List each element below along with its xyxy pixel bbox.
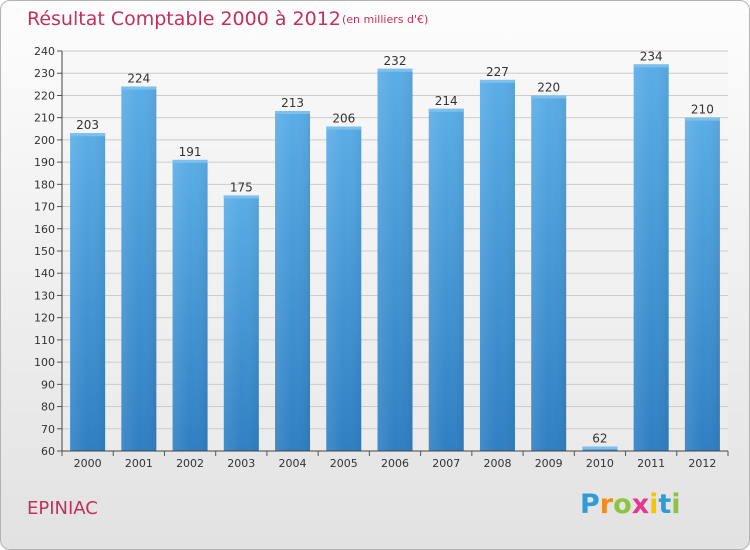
y-tick-label: 210 bbox=[34, 112, 55, 125]
x-tick-label: 2003 bbox=[227, 457, 255, 470]
bar-value-label: 220 bbox=[537, 80, 560, 94]
commune-name: EPINIAC bbox=[27, 498, 98, 519]
bar-cap bbox=[531, 95, 567, 99]
logo-letter: t bbox=[658, 489, 672, 520]
bar-shading bbox=[531, 95, 567, 451]
bar-value-label: 232 bbox=[384, 54, 407, 68]
bar-cap bbox=[428, 108, 464, 112]
x-tick-label: 2000 bbox=[74, 457, 102, 470]
x-tick-label: 2005 bbox=[330, 457, 358, 470]
bar-shading bbox=[479, 79, 515, 451]
bar-value-label: 234 bbox=[640, 49, 663, 63]
bar-value-label: 191 bbox=[179, 145, 202, 159]
y-tick-label: 90 bbox=[41, 378, 55, 391]
bar-cap bbox=[121, 86, 157, 90]
y-tick-label: 60 bbox=[41, 445, 55, 458]
bar-cap bbox=[223, 195, 259, 199]
y-tick-label: 150 bbox=[34, 245, 55, 258]
y-tick-label: 240 bbox=[34, 45, 55, 58]
bar-cap bbox=[275, 111, 311, 114]
y-tick-label: 200 bbox=[34, 134, 55, 147]
bar-shading bbox=[684, 117, 720, 452]
y-tick-label: 140 bbox=[34, 267, 55, 280]
bar-value-label: 203 bbox=[76, 118, 99, 132]
y-tick-label: 220 bbox=[34, 89, 55, 102]
x-tick-label: 2008 bbox=[483, 457, 511, 470]
x-tick-label: 2004 bbox=[279, 457, 307, 470]
y-tick-label: 180 bbox=[34, 178, 55, 191]
y-tick-label: 100 bbox=[34, 356, 55, 369]
bar-cap bbox=[326, 126, 362, 130]
bar-shading bbox=[172, 159, 208, 451]
bar-cap bbox=[70, 133, 106, 137]
x-tick-label: 2002 bbox=[176, 457, 204, 470]
x-tick-label: 2010 bbox=[586, 457, 614, 470]
y-tick-label: 230 bbox=[34, 67, 55, 80]
x-tick-label: 2006 bbox=[381, 457, 409, 470]
bar-value-label: 62 bbox=[592, 432, 607, 446]
x-tick-label: 2009 bbox=[535, 457, 563, 470]
bar-shading bbox=[223, 195, 259, 451]
logo-letter: i bbox=[671, 489, 681, 520]
logo-letter: o bbox=[613, 489, 632, 520]
x-tick-label: 2012 bbox=[688, 457, 716, 470]
bar-cap bbox=[479, 79, 515, 83]
logo-letter: x bbox=[631, 489, 650, 520]
bar-cap bbox=[377, 68, 413, 72]
y-tick-label: 110 bbox=[34, 334, 55, 347]
bar-value-label: 206 bbox=[332, 112, 355, 126]
y-tick-label: 170 bbox=[34, 201, 55, 214]
bar-value-label: 227 bbox=[486, 65, 509, 79]
bar-value-label: 175 bbox=[230, 180, 253, 194]
bar-cap bbox=[172, 159, 208, 163]
bar-cap bbox=[633, 64, 669, 68]
y-tick-label: 190 bbox=[34, 156, 55, 169]
bar-value-label: 210 bbox=[691, 103, 714, 117]
x-tick-label: 2011 bbox=[637, 457, 665, 470]
y-tick-label: 120 bbox=[34, 312, 55, 325]
bar-shading bbox=[633, 64, 669, 452]
bar-shading bbox=[70, 133, 106, 451]
y-tick-label: 70 bbox=[41, 423, 55, 436]
bar-shading bbox=[377, 68, 413, 452]
proxiti-logo: Proxiti bbox=[580, 489, 681, 523]
chart-title: Résultat Comptable 2000 à 2012 bbox=[27, 8, 341, 30]
bar-value-label: 213 bbox=[281, 96, 304, 110]
logo-letter: i bbox=[649, 489, 659, 520]
logo-letter: r bbox=[599, 489, 614, 520]
bar-shading bbox=[121, 86, 157, 452]
y-tick-label: 160 bbox=[34, 223, 55, 236]
y-tick-label: 130 bbox=[34, 289, 55, 302]
bar-cap bbox=[684, 117, 720, 121]
bar-shading bbox=[428, 108, 464, 452]
bar-value-label: 214 bbox=[435, 94, 458, 108]
bar-value-label: 224 bbox=[127, 72, 150, 86]
logo-letter: P bbox=[580, 489, 600, 520]
x-tick-label: 2007 bbox=[432, 457, 460, 470]
y-tick-label: 80 bbox=[41, 401, 55, 414]
x-tick-label: 2001 bbox=[125, 457, 153, 470]
bar-shading bbox=[275, 111, 311, 451]
bar-shading bbox=[326, 126, 362, 452]
chart-unit-note: (en milliers d'€) bbox=[342, 13, 429, 26]
bar-cap bbox=[582, 446, 618, 450]
